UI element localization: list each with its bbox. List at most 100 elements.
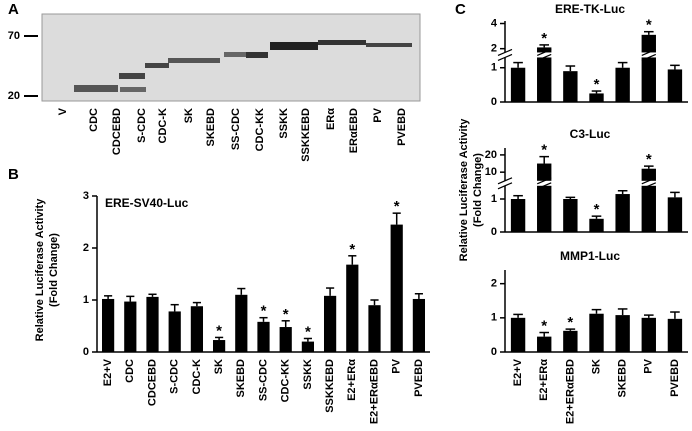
bar xyxy=(510,199,526,232)
band xyxy=(120,87,146,92)
bar xyxy=(589,313,604,352)
axis-break-mark xyxy=(536,53,552,62)
band xyxy=(145,63,169,68)
bar xyxy=(667,318,683,352)
marker-label: 20 xyxy=(8,90,20,102)
chart-title: ERE-TK-Luc xyxy=(555,2,625,16)
significance-mark: * xyxy=(349,241,355,258)
lane-label: CDC xyxy=(88,108,100,132)
bar xyxy=(279,327,292,352)
x-tick-label: E2+ERα xyxy=(538,359,550,401)
lane-label: PVEBD xyxy=(396,108,408,146)
x-tick-label: CDC xyxy=(124,359,136,383)
y-tick-label: 4 xyxy=(491,17,498,29)
bar xyxy=(390,224,403,352)
axis-break-mark xyxy=(536,182,552,190)
axis-break-gap xyxy=(499,180,688,186)
lane-label: S-CDC xyxy=(136,108,148,143)
y-axis-label: (Fold Change) xyxy=(48,233,60,307)
blot: 70 20 xyxy=(8,13,421,102)
axis-break-mark xyxy=(497,177,513,185)
band xyxy=(270,42,318,50)
band xyxy=(74,85,118,92)
axis-break-mark xyxy=(536,177,552,185)
chart-title: C3-Luc xyxy=(570,127,611,141)
x-tick-label: PV xyxy=(643,358,655,373)
band xyxy=(119,73,145,79)
panel-label: B xyxy=(8,166,19,183)
y-tick-label: 0 xyxy=(491,346,497,358)
chart-title: ERE-SV40-Luc xyxy=(105,196,189,210)
y-tick-label: 1 xyxy=(491,62,497,74)
significance-mark: * xyxy=(283,306,289,323)
y-tick-label: 3 xyxy=(83,190,89,202)
bar xyxy=(537,163,552,232)
bar xyxy=(146,296,159,352)
x-tick-label: PVEBD xyxy=(413,359,425,397)
bar xyxy=(537,336,552,352)
bar xyxy=(101,298,115,352)
significance-mark: * xyxy=(594,76,600,93)
bar xyxy=(589,93,604,102)
significance-mark: * xyxy=(261,303,267,320)
y-tick-label: 1 xyxy=(83,294,89,306)
axis-break-mark xyxy=(497,48,513,57)
bar xyxy=(667,197,683,232)
band xyxy=(366,43,412,47)
y-tick-label: 2 xyxy=(491,278,497,290)
bar xyxy=(168,311,181,352)
lane-label: SSKKEBD xyxy=(300,108,312,162)
lane-label: ERα xyxy=(325,108,337,130)
bar xyxy=(510,317,526,352)
significance-mark: * xyxy=(594,201,600,218)
x-tick-label: SK xyxy=(213,359,225,374)
axis-break-mark xyxy=(497,53,513,62)
bar xyxy=(301,341,315,352)
x-tick-label: E2+ERα xyxy=(346,359,358,401)
bar xyxy=(615,67,630,102)
bar xyxy=(257,321,270,352)
x-tick-label: SK xyxy=(590,359,602,374)
panel-label: A xyxy=(8,1,19,18)
bar xyxy=(641,34,656,103)
lane-label: ERαEBD xyxy=(348,108,360,153)
lane-label: SSKK xyxy=(278,108,290,139)
y-tick-label: 0 xyxy=(491,226,497,238)
axis-break-mark xyxy=(641,177,657,185)
x-tick-label: E2+V xyxy=(512,358,524,386)
significance-mark: * xyxy=(646,17,652,34)
x-tick-label: CDC-KK xyxy=(280,359,292,402)
marker-label: 70 xyxy=(8,30,20,42)
lane-label: PV xyxy=(372,107,384,122)
significance-mark: * xyxy=(394,198,400,215)
x-tick-label: E2+ERαEBD xyxy=(564,359,576,424)
bar xyxy=(589,218,604,232)
y-tick-label: 1 xyxy=(491,193,497,205)
bar xyxy=(323,295,337,352)
bar xyxy=(641,317,656,352)
y-axis-label: Relative Luciferase Activity xyxy=(458,118,470,262)
chart-title: MMP1-Luc xyxy=(560,249,620,263)
axis-break-mark xyxy=(641,182,657,190)
x-tick-label: SKEBD xyxy=(235,359,247,398)
y-tick-label: 2 xyxy=(491,43,497,55)
y-tick-label: 2 xyxy=(83,242,89,254)
axis-break-mark xyxy=(641,48,657,57)
x-tick-label: SSKK xyxy=(302,359,314,390)
lane-label: SK xyxy=(183,108,195,123)
y-tick-label: 10 xyxy=(485,166,497,178)
significance-mark: * xyxy=(541,317,547,334)
significance-mark: * xyxy=(305,323,311,340)
band xyxy=(318,40,366,45)
bar xyxy=(563,71,578,102)
bar xyxy=(667,69,683,102)
x-tick-label: CDC-K xyxy=(191,359,203,394)
significance-mark: * xyxy=(646,151,652,168)
y-tick-label: 1 xyxy=(491,312,497,324)
bar xyxy=(563,199,578,232)
axis-break-gap xyxy=(499,52,688,58)
lane-label: CDC-KK xyxy=(254,108,266,151)
y-tick-label: 0 xyxy=(83,346,89,358)
